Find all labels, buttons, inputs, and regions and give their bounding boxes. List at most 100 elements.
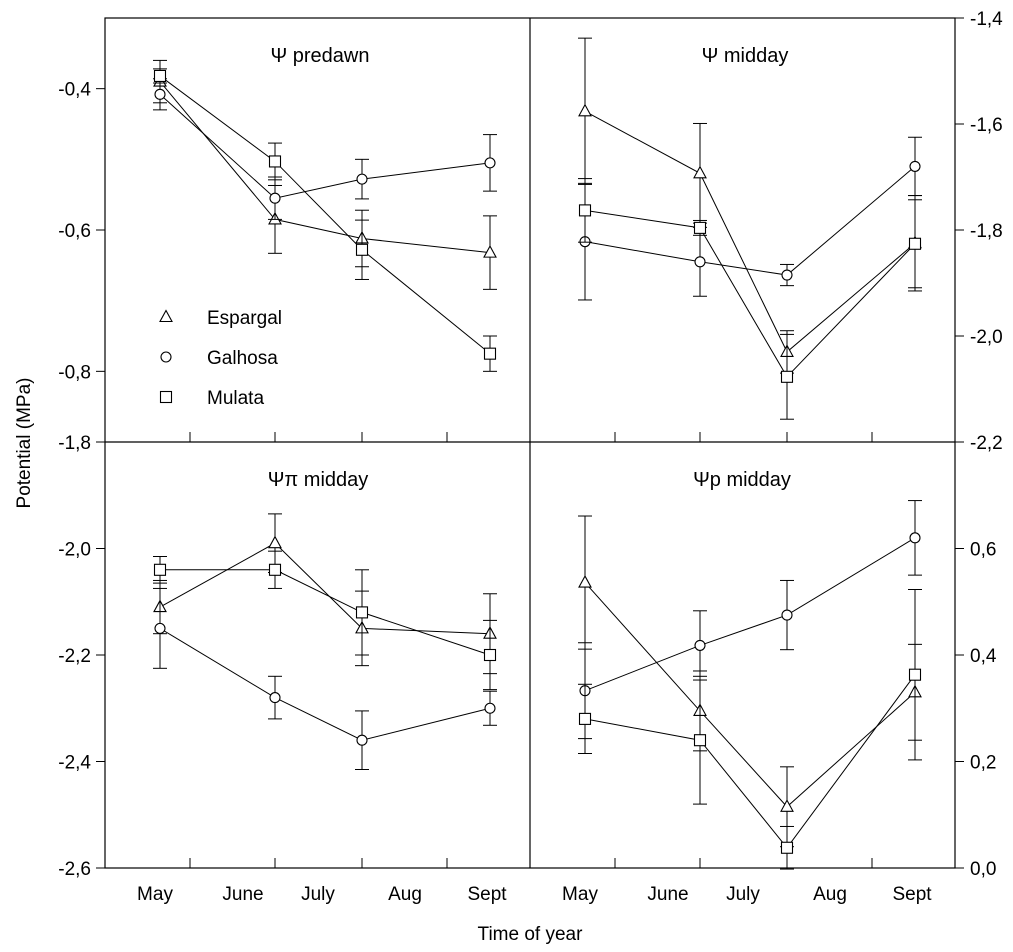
y-tick-label: 0,2 [970, 753, 996, 774]
y-tick-label: -1,8 [970, 221, 1003, 242]
y-tick-label: -2,2 [970, 433, 1003, 454]
series-line-galhosa [584, 166, 916, 276]
y-tick-label: -1,6 [970, 115, 1003, 136]
series-line-mulata [159, 75, 491, 355]
point-espargal [693, 165, 707, 179]
legend-label: Galhosa [207, 348, 278, 369]
point-mulata [355, 606, 369, 619]
panel-2: Ψ midday -1,4 -1,6 -1,8 -2,0 -2,2 [578, 9, 1003, 454]
series-line-mulata [160, 569, 491, 656]
x-tick-label: May [562, 884, 598, 905]
series-galhosa [578, 500, 922, 740]
y-tick-label: -2,0 [58, 540, 91, 561]
series-mulata [153, 68, 497, 372]
series-espargal [578, 37, 922, 374]
point-galhosa [781, 269, 793, 281]
panel-3: Ψπ midday -1,8 -2,0 -2,2 -2,4 -2,6 [58, 433, 497, 880]
y-tick-label: 0,6 [970, 540, 996, 561]
series-mulata [578, 178, 922, 420]
y-tick-label: 0,0 [970, 859, 996, 880]
point-mulata [693, 221, 707, 234]
point-galhosa [154, 622, 166, 634]
point-galhosa [694, 639, 706, 651]
point-mulata [268, 155, 282, 168]
legend-label: Espargal [207, 308, 282, 329]
series-espargal [578, 515, 922, 848]
point-mulata [578, 204, 592, 217]
x-tick-label: Aug [813, 884, 847, 905]
y-tick-label: -1,8 [58, 433, 91, 454]
x-tick-label: May [137, 884, 173, 905]
series-galhosa [153, 78, 497, 220]
y-tick-label: -1,4 [970, 9, 1003, 30]
point-mulata [578, 712, 592, 725]
y-tick-label: -2,6 [58, 859, 91, 880]
point-mulata [908, 668, 922, 681]
y-axis-title: Potential (MPa) [14, 378, 35, 509]
legend-marker-square [159, 390, 173, 404]
legend-item-mulata: Mulata [159, 388, 264, 409]
legend-item-galhosa: Galhosa [160, 348, 278, 369]
point-mulata [693, 734, 707, 747]
legend: Espargal Galhosa Mulata [159, 308, 282, 409]
series-line-mulata [584, 209, 916, 378]
point-mulata [355, 243, 369, 256]
x-tick-label: July [301, 884, 335, 905]
y-tick-label: -2,2 [58, 646, 91, 667]
legend-label: Mulata [207, 388, 264, 409]
y-tick-label: 0,4 [970, 646, 997, 667]
point-galhosa [356, 173, 368, 185]
panel-title: Ψp midday [693, 469, 791, 491]
series-line-mulata [584, 674, 916, 849]
point-galhosa [909, 160, 921, 172]
x-tick-label: June [222, 884, 263, 905]
point-espargal [578, 103, 592, 117]
series-line-espargal [584, 110, 916, 353]
series-mulata [153, 550, 497, 691]
series-line-galhosa [159, 627, 491, 741]
series-galhosa [153, 587, 497, 770]
series-mulata [578, 589, 922, 870]
panel-4: Ψp midday 0,0 0,2 0,4 0,6 [578, 469, 997, 880]
point-galhosa [356, 734, 368, 746]
x-tick-label: Sept [467, 884, 507, 905]
point-mulata [780, 841, 794, 854]
series-line-espargal [159, 81, 491, 254]
legend-marker-triangle [159, 309, 173, 323]
point-galhosa [781, 609, 793, 621]
point-mulata [268, 563, 282, 576]
series-line-espargal [584, 582, 916, 808]
point-galhosa [909, 532, 921, 544]
x-tick-label: Sept [892, 884, 932, 905]
series-line-galhosa [584, 537, 916, 692]
point-espargal [780, 799, 794, 812]
point-espargal [578, 574, 592, 588]
point-galhosa [484, 157, 496, 169]
point-mulata [483, 648, 497, 662]
point-mulata [483, 347, 497, 360]
y-tick-label: -0,8 [58, 362, 91, 383]
series-espargal [153, 59, 497, 290]
x-tick-label: Aug [388, 884, 422, 905]
panel-title: Ψπ midday [268, 469, 369, 491]
point-mulata [908, 237, 922, 250]
point-espargal [483, 244, 497, 258]
point-galhosa [694, 256, 706, 268]
legend-item-espargal: Espargal [159, 308, 282, 329]
y-tick-label: -0,6 [58, 221, 91, 242]
x-tick-label: July [726, 884, 760, 905]
plot-frame [104, 17, 956, 869]
point-mulata [153, 563, 167, 576]
point-mulata [153, 69, 167, 82]
series-line-galhosa [159, 93, 491, 199]
series-line-espargal [159, 542, 491, 635]
point-espargal [268, 535, 282, 549]
point-galhosa [154, 88, 166, 100]
y-tick-label: -2,4 [58, 753, 91, 774]
panel-1: Ψ predawn -0,4 -0,6 -0,8 [58, 45, 497, 383]
point-galhosa [269, 692, 281, 704]
y-tick-label: -2,0 [970, 327, 1003, 348]
legend-marker-circle [160, 351, 172, 363]
point-galhosa [269, 192, 281, 204]
